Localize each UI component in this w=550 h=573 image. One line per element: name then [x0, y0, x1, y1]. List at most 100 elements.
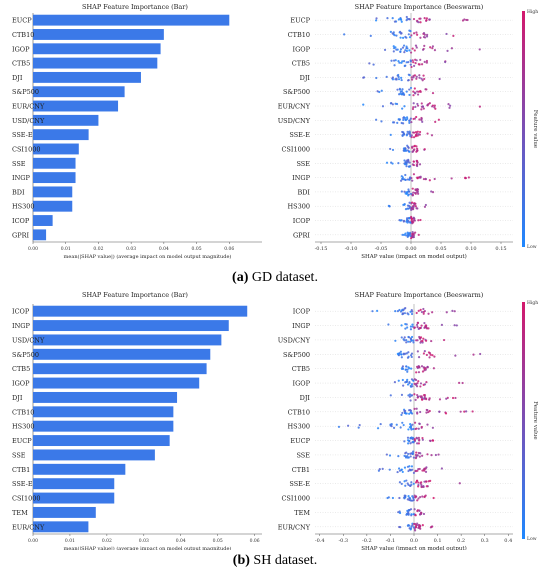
gd-swarm-data-point: [461, 19, 465, 22]
gd-swarm-x-tick-label: -0.15: [315, 246, 328, 252]
sh-swarm-data-point: [411, 310, 414, 313]
sh-swarm-x-tick-label: 0.4: [504, 538, 512, 544]
sh-swarm-data-point: [411, 323, 414, 326]
sh-swarm-data-point: [411, 452, 414, 455]
gd-swarm-data-point: [417, 21, 420, 24]
gd-swarm-data-point: [405, 134, 408, 137]
sh-swarm-colorbar: [522, 302, 525, 539]
gd-bar-bar: [33, 186, 73, 198]
sh-swarm-data-point: [410, 499, 413, 502]
sh-bar-category-label: INGP: [12, 322, 30, 330]
sh-swarm-data-point: [418, 335, 421, 339]
sh-swarm-data-point: [401, 470, 404, 474]
sh-swarm-data-point: [371, 310, 374, 313]
sh-swarm-data-point: [409, 325, 413, 328]
sh-swarm-data-point: [409, 455, 412, 458]
sh-swarm-data-point: [419, 482, 422, 485]
sh-bar-category-label: CSI1000: [12, 495, 41, 503]
sh-swarm-data-point: [412, 522, 416, 526]
sh-swarm-data-point: [422, 366, 425, 369]
sh-swarm-colorbar-high-label: High: [527, 300, 538, 306]
gd-swarm-data-point: [415, 207, 418, 210]
gd-swarm-data-point: [403, 148, 406, 151]
gd-swarm-data-point: [405, 45, 408, 48]
gd-swarm-data-point: [392, 59, 396, 62]
gd-swarm-data-point: [409, 234, 412, 238]
gd-swarm-data-point: [400, 219, 403, 222]
gd-bar-category-label: GPRI: [12, 231, 29, 239]
gd-swarm-data-point: [414, 205, 417, 208]
gd-swarm-data-point: [420, 63, 424, 66]
gd-swarm-data-point: [414, 58, 417, 61]
sh-swarm-data-point: [424, 467, 427, 470]
gd-swarm-data-point: [403, 116, 407, 120]
sh-swarm-data-point: [417, 309, 420, 312]
gd-swarm-data-point: [405, 192, 408, 196]
sh-swarm-data-point: [401, 312, 405, 315]
gd-swarm-data-point: [425, 59, 429, 63]
gd-swarm-data-point: [393, 64, 396, 67]
gd-swarm-data-point: [418, 133, 421, 136]
sh-bar-category-label: HS300: [12, 423, 35, 431]
gd-swarm-data-point: [426, 104, 429, 107]
sh-swarm-data-point: [419, 410, 422, 414]
sh-bar-category-label: ICOP: [12, 308, 30, 316]
gd-swarm-data-point: [412, 216, 415, 219]
sh-swarm-data-point: [404, 409, 407, 413]
gd-swarm-data-point: [424, 88, 427, 91]
gd-bar-bar: [33, 71, 141, 83]
gd-swarm-data-point: [414, 92, 417, 95]
sh-swarm-data-point: [404, 327, 407, 330]
sh-swarm-data-point: [428, 398, 431, 401]
sh-swarm-data-point: [412, 427, 415, 431]
gd-swarm-data-point: [416, 188, 419, 192]
sh-swarm-colorbar-title: Feature value: [532, 401, 538, 439]
sh-swarm-data-point: [409, 508, 413, 511]
sh-bar-x-tick-label: 0.04: [176, 538, 186, 544]
gd-bar-x-tick-label: 0.01: [61, 246, 71, 252]
sh-swarm-data-point: [389, 394, 392, 397]
gd-swarm-data-point: [408, 93, 411, 97]
sh-swarm-data-point: [406, 436, 410, 439]
gd-swarm-data-point: [412, 94, 415, 97]
sh-swarm-data-point: [404, 381, 407, 384]
gd-swarm-data-point: [375, 76, 378, 80]
sh-swarm-data-point: [418, 366, 421, 369]
gd-swarm-data-point: [416, 33, 419, 36]
gd-swarm-data-point: [413, 144, 417, 147]
gd-swarm-data-point: [444, 60, 447, 64]
sh-swarm-data-point: [403, 440, 406, 443]
gd-swarm-data-point: [412, 32, 416, 35]
sh-swarm-data-point: [337, 425, 341, 428]
gd-swarm-data-point: [408, 150, 411, 153]
gd-swarm-chart-title: SHAP Feature Importance (Beeswarm): [355, 3, 484, 11]
gd-swarm-data-point: [412, 191, 415, 194]
sh-swarm-data-point: [407, 442, 410, 445]
gd-bar-bar: [33, 143, 79, 155]
sh-swarm-data-point: [422, 512, 426, 516]
caption-b-text: SH dataset.: [253, 553, 318, 568]
gd-swarm-category-label: CTB10: [288, 31, 310, 39]
sh-swarm-data-point: [418, 523, 421, 527]
sh-swarm-data-point: [427, 351, 431, 354]
sh-swarm-data-point: [431, 426, 434, 429]
gd-swarm-data-point: [422, 32, 426, 35]
sh-swarm-data-point: [455, 324, 458, 327]
gd-swarm-data-point: [419, 176, 422, 179]
gd-swarm-data-point: [425, 61, 428, 64]
gd-swarm-data-point: [467, 176, 470, 179]
sh-swarm-data-point: [408, 395, 411, 398]
sh-swarm-data-point: [409, 442, 412, 445]
gd-swarm-data-point: [409, 135, 412, 138]
sh-swarm-data-point: [414, 469, 417, 473]
sh-swarm-data-point: [419, 527, 422, 530]
sh-swarm-data-point: [407, 456, 410, 459]
gd-swarm-data-point: [414, 62, 417, 65]
sh-swarm-data-point: [412, 513, 415, 516]
gd-swarm-data-point: [392, 50, 395, 53]
sh-swarm-category-label: S&P500: [283, 351, 310, 359]
sh-swarm-data-point: [418, 422, 421, 425]
sh-swarm-x-tick-label: -0.4: [315, 538, 325, 544]
gd-swarm-data-point: [389, 147, 392, 151]
sh-swarm-data-point: [412, 456, 415, 459]
